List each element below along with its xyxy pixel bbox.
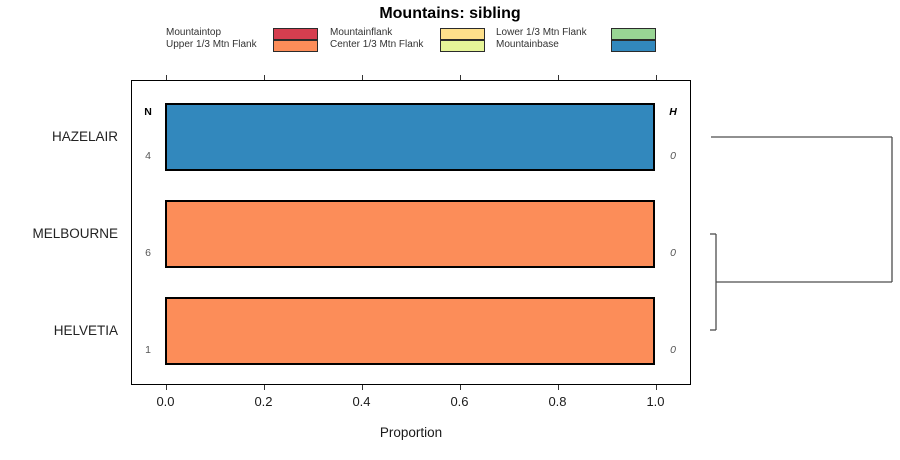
station-label: MELBOURNE: [32, 226, 118, 241]
x-axis-tick-label: 0.4: [352, 394, 371, 409]
legend-color-swatch: [611, 28, 656, 40]
x-axis-tick-top: [459, 75, 461, 80]
x-axis-tick-label: 0.2: [254, 394, 273, 409]
plot-frame: [131, 80, 691, 385]
x-axis-tick-top: [557, 75, 559, 80]
x-axis-tick-top: [361, 75, 363, 80]
bar-hazelair: [165, 103, 655, 171]
h-value: 0: [670, 150, 676, 162]
legend-item-label: Mountainbase: [496, 39, 559, 50]
legend-color-swatch: [273, 40, 318, 52]
x-axis-tick-top: [263, 75, 265, 80]
n-value: 4: [145, 150, 151, 162]
x-axis-tick-label: 0.8: [548, 394, 567, 409]
legend-item-label: Lower 1/3 Mtn Flank: [496, 27, 587, 38]
x-axis-tick-bottom: [165, 385, 167, 390]
h-column-header: H: [669, 106, 677, 118]
x-axis-tick-bottom: [557, 385, 559, 390]
station-label: HELVETIA: [53, 323, 118, 338]
legend-color-swatch: [440, 28, 485, 40]
legend-item-label: Mountaintop: [166, 27, 222, 38]
n-column-header: N: [144, 106, 152, 118]
n-value: 1: [145, 344, 151, 356]
x-axis-tick-bottom: [459, 385, 461, 390]
station-label: HAZELAIR: [51, 129, 118, 144]
legend-item-label: Mountainflank: [330, 27, 393, 38]
x-axis-tick-top: [165, 75, 167, 80]
x-axis-tick-top: [655, 75, 657, 80]
h-value: 0: [670, 247, 676, 259]
legend-color-swatch: [273, 28, 318, 40]
x-axis-tick-label: 1.0: [646, 394, 665, 409]
x-axis-tick-bottom: [263, 385, 265, 390]
x-axis-tick-label: 0.6: [450, 394, 469, 409]
h-value: 0: [670, 344, 676, 356]
legend-item-label: Upper 1/3 Mtn Flank: [166, 39, 257, 50]
chart-title: Mountains: sibling: [379, 5, 521, 22]
legend-color-swatch: [611, 40, 656, 52]
legend-color-swatch: [440, 40, 485, 52]
x-axis-title: Proportion: [379, 425, 443, 440]
x-axis-tick-bottom: [655, 385, 657, 390]
x-axis-tick-label: 0.0: [156, 394, 175, 409]
bar-melbourne: [165, 200, 655, 268]
bar-helvetia: [165, 297, 655, 365]
legend-item-label: Center 1/3 Mtn Flank: [330, 39, 424, 50]
n-value: 6: [145, 247, 151, 259]
x-axis-tick-bottom: [361, 385, 363, 390]
